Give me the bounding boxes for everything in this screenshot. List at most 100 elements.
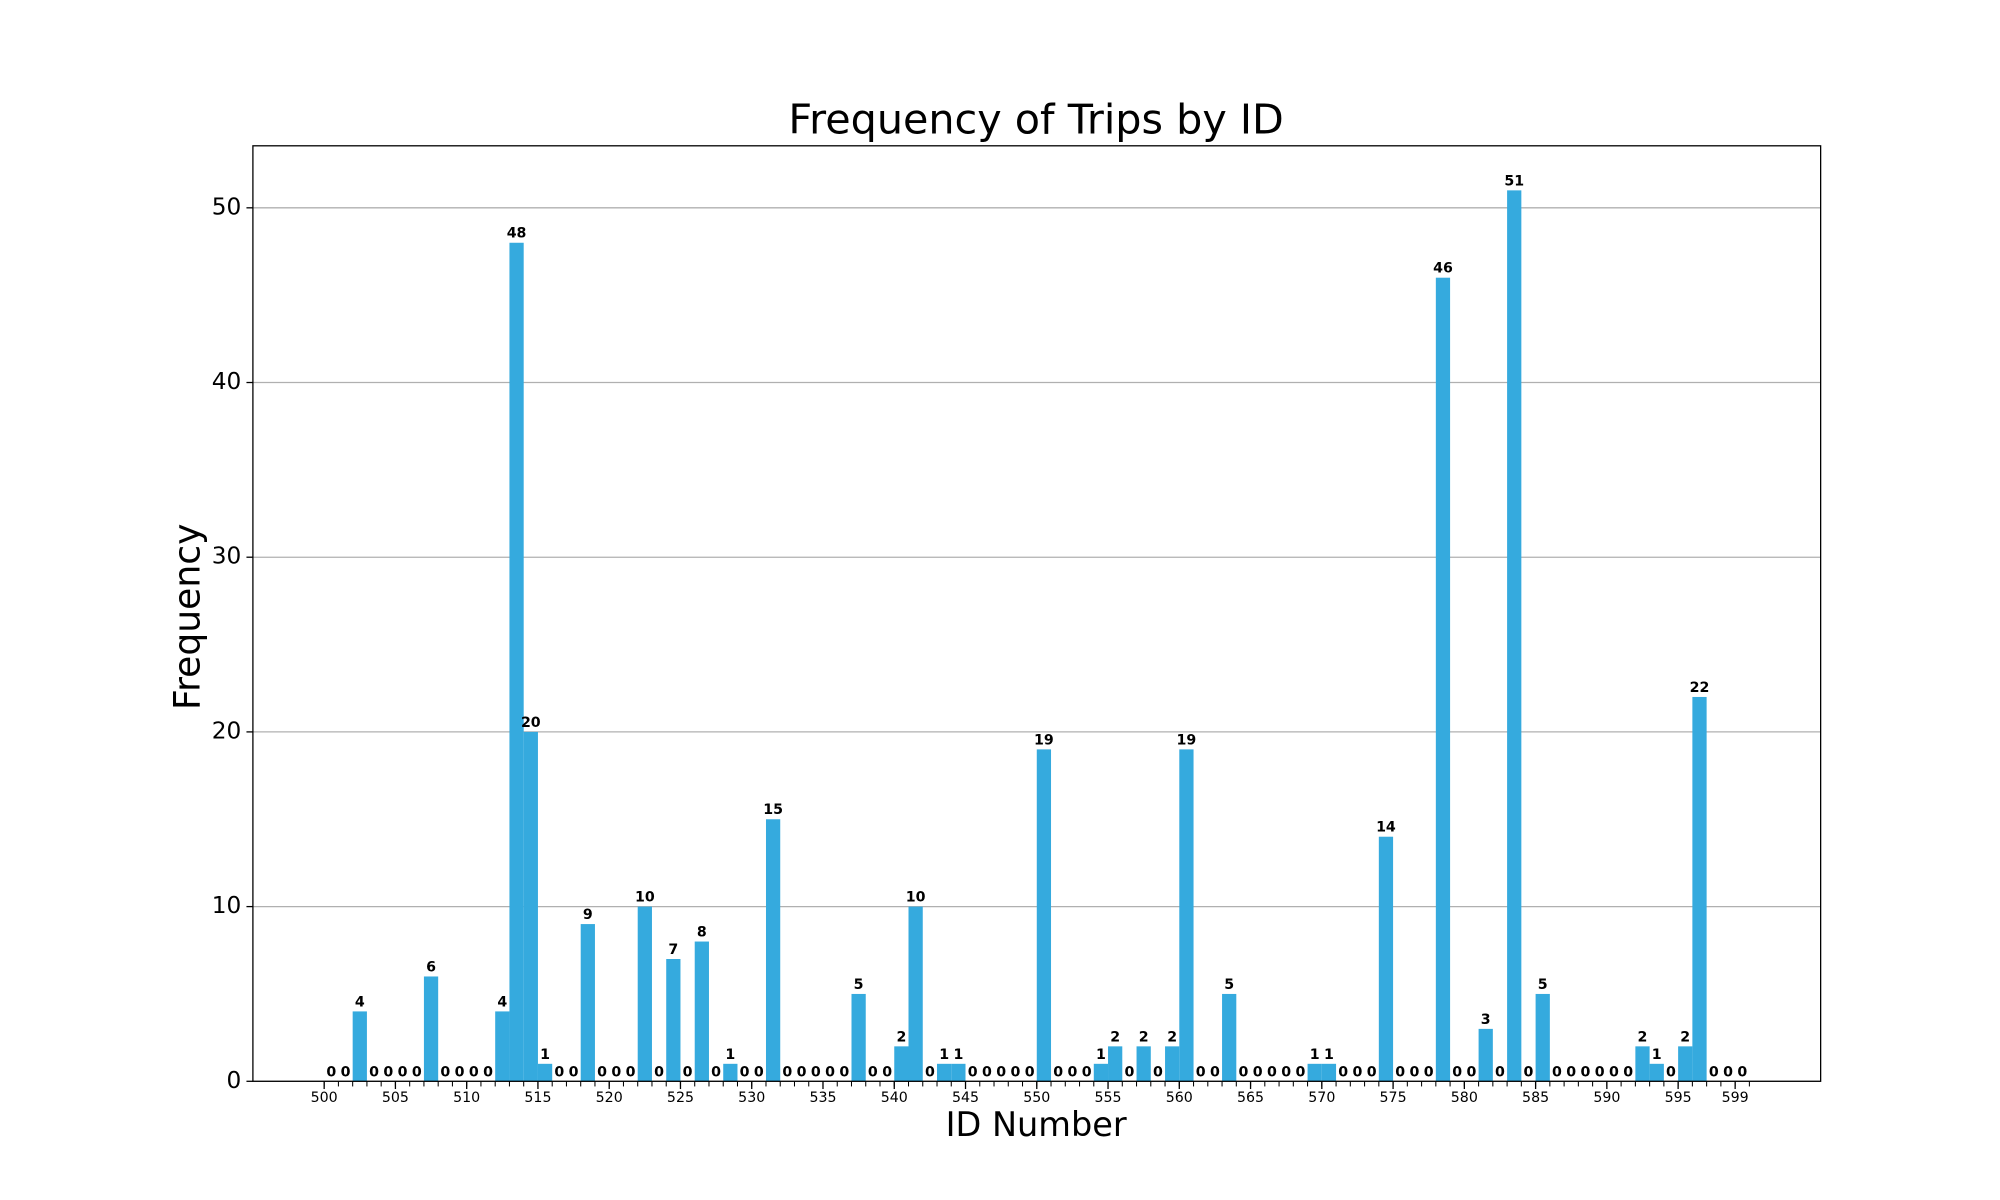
bar [894, 1046, 909, 1082]
data-label: 2 [1680, 1029, 1690, 1045]
data-label: 2 [1167, 1029, 1177, 1045]
bar [1535, 993, 1550, 1082]
data-label: 0 [1281, 1064, 1291, 1080]
data-label: 0 [1353, 1064, 1363, 1080]
data-label: 0 [996, 1064, 1006, 1080]
data-label: 0 [797, 1064, 807, 1080]
x-tick-label: 555 [1094, 1090, 1121, 1106]
bar [723, 1063, 738, 1082]
x-tick-label: 570 [1308, 1090, 1335, 1106]
y-tick-label: 10 [212, 892, 242, 919]
data-label: 0 [1666, 1064, 1676, 1080]
x-tick-label: 595 [1665, 1090, 1692, 1106]
data-label: 48 [507, 226, 527, 242]
data-label: 1 [939, 1047, 949, 1063]
data-label: 0 [825, 1064, 835, 1080]
data-label: 1 [1096, 1047, 1106, 1063]
data-label: 0 [754, 1064, 764, 1080]
data-label: 0 [1581, 1064, 1591, 1080]
data-label: 0 [1238, 1064, 1248, 1080]
data-label: 0 [626, 1064, 636, 1080]
bar [908, 906, 923, 1082]
data-label: 5 [1538, 977, 1548, 993]
data-label: 0 [1296, 1064, 1306, 1080]
data-label: 6 [426, 959, 436, 975]
y-tick-label: 40 [212, 368, 242, 395]
data-label: 0 [683, 1064, 693, 1080]
data-label: 1 [725, 1047, 735, 1063]
bar [1378, 836, 1394, 1082]
bar [1108, 1046, 1123, 1082]
data-label: 10 [906, 890, 926, 906]
data-label: 0 [1253, 1064, 1263, 1080]
x-tick-label: 585 [1522, 1090, 1549, 1106]
data-label: 1 [1310, 1047, 1320, 1063]
chart-title: Frequency of Trips by ID [788, 96, 1283, 144]
data-label: 0 [597, 1064, 607, 1080]
data-label: 0 [398, 1064, 408, 1080]
y-tick-label: 30 [212, 543, 242, 570]
data-label: 0 [383, 1064, 393, 1080]
bar [1179, 749, 1194, 1082]
data-label: 0 [1495, 1064, 1505, 1080]
data-label: 22 [1690, 680, 1710, 696]
x-tick-label: 565 [1237, 1090, 1264, 1106]
data-label: 1 [1652, 1047, 1662, 1063]
bar [1678, 1046, 1693, 1082]
bar [694, 941, 709, 1082]
data-label: 0 [554, 1064, 564, 1080]
data-label: 0 [711, 1064, 721, 1080]
bar [423, 976, 439, 1082]
data-label: 0 [1623, 1064, 1633, 1080]
data-label: 1 [953, 1047, 963, 1063]
bar [1222, 993, 1237, 1082]
bar [765, 819, 781, 1082]
bar [537, 1063, 553, 1082]
data-label: 0 [1338, 1064, 1348, 1080]
data-label: 8 [697, 925, 707, 941]
bar [951, 1063, 966, 1082]
data-label: 15 [763, 802, 783, 818]
bar [352, 1011, 367, 1082]
data-label: 9 [583, 907, 593, 923]
data-label: 10 [635, 890, 655, 906]
bar [637, 906, 652, 1082]
data-label: 0 [326, 1064, 336, 1080]
bar [1635, 1046, 1650, 1082]
bar [1036, 749, 1052, 1082]
data-label: 5 [1224, 977, 1234, 993]
bar [1165, 1046, 1180, 1082]
data-label: 2 [1638, 1029, 1648, 1045]
x-tick-label: 550 [1023, 1090, 1050, 1106]
data-label: 7 [668, 942, 678, 958]
data-label: 0 [1452, 1064, 1462, 1080]
x-tick-label: 580 [1451, 1090, 1478, 1106]
data-label: 2 [1110, 1029, 1120, 1045]
x-tick-label: 505 [382, 1090, 409, 1106]
bar [851, 993, 866, 1082]
bar [1093, 1063, 1109, 1082]
x-tick-label: 535 [809, 1090, 836, 1106]
y-tick-label: 50 [212, 193, 242, 220]
x-tick-label: 515 [524, 1090, 551, 1106]
x-tick-label: 575 [1380, 1090, 1407, 1106]
data-label: 4 [355, 994, 365, 1010]
data-label: 4 [497, 994, 507, 1010]
data-label: 0 [1395, 1064, 1405, 1080]
data-label: 0 [1124, 1064, 1134, 1080]
data-label: 0 [654, 1064, 664, 1080]
x-tick-label: 520 [596, 1090, 623, 1106]
data-label: 0 [1367, 1064, 1377, 1080]
x-tick-label: 599 [1722, 1090, 1749, 1106]
data-label: 0 [1267, 1064, 1277, 1080]
bar [1649, 1063, 1664, 1082]
data-label: 0 [1082, 1064, 1092, 1080]
x-tick-label: 540 [881, 1090, 908, 1106]
data-label: 0 [569, 1064, 579, 1080]
data-label: 0 [1609, 1064, 1619, 1080]
data-label: 0 [1723, 1064, 1733, 1080]
data-label: 0 [968, 1064, 978, 1080]
data-label: 0 [740, 1064, 750, 1080]
x-tick-label: 525 [667, 1090, 694, 1106]
bar [523, 731, 538, 1082]
